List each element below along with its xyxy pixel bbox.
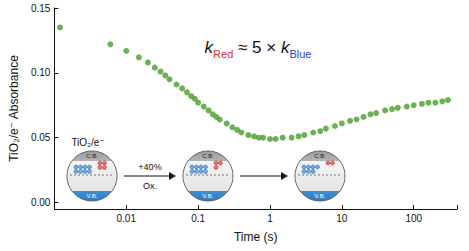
svg-text:0.15: 0.15 — [31, 3, 51, 14]
svg-text:TiO₂/e⁻: TiO₂/e⁻ — [71, 137, 104, 148]
svg-text:Ox.: Ox. — [143, 181, 157, 191]
svg-text:≈ 5 ×: ≈ 5 × — [233, 38, 281, 57]
svg-text:Blue: Blue — [289, 48, 311, 60]
svg-text:10: 10 — [336, 213, 348, 224]
svg-text:0.01: 0.01 — [117, 213, 137, 224]
svg-text:Time (s): Time (s) — [234, 230, 278, 244]
svg-text:C.B.: C.B. — [314, 153, 326, 159]
svg-text:k: k — [280, 38, 290, 57]
svg-text:0.1: 0.1 — [191, 213, 205, 224]
svg-text:V.B.: V.B. — [203, 193, 214, 199]
svg-text:0.00: 0.00 — [31, 197, 51, 208]
svg-text:0.05: 0.05 — [31, 132, 51, 143]
svg-text:0.10: 0.10 — [31, 67, 51, 78]
svg-text:TiO₂/e⁻ Absorbance: TiO₂/e⁻ Absorbance — [7, 55, 21, 162]
svg-text:1: 1 — [267, 213, 273, 224]
svg-text:Red: Red — [213, 48, 233, 60]
svg-text:V.B.: V.B. — [315, 193, 326, 199]
svg-text:V.B.: V.B. — [87, 193, 98, 199]
svg-text:+40%: +40% — [138, 162, 161, 172]
svg-text:100: 100 — [405, 213, 422, 224]
svg-text:C.B.: C.B. — [86, 153, 98, 159]
svg-text:k: k — [204, 38, 214, 57]
svg-text:C.B.: C.B. — [202, 153, 214, 159]
